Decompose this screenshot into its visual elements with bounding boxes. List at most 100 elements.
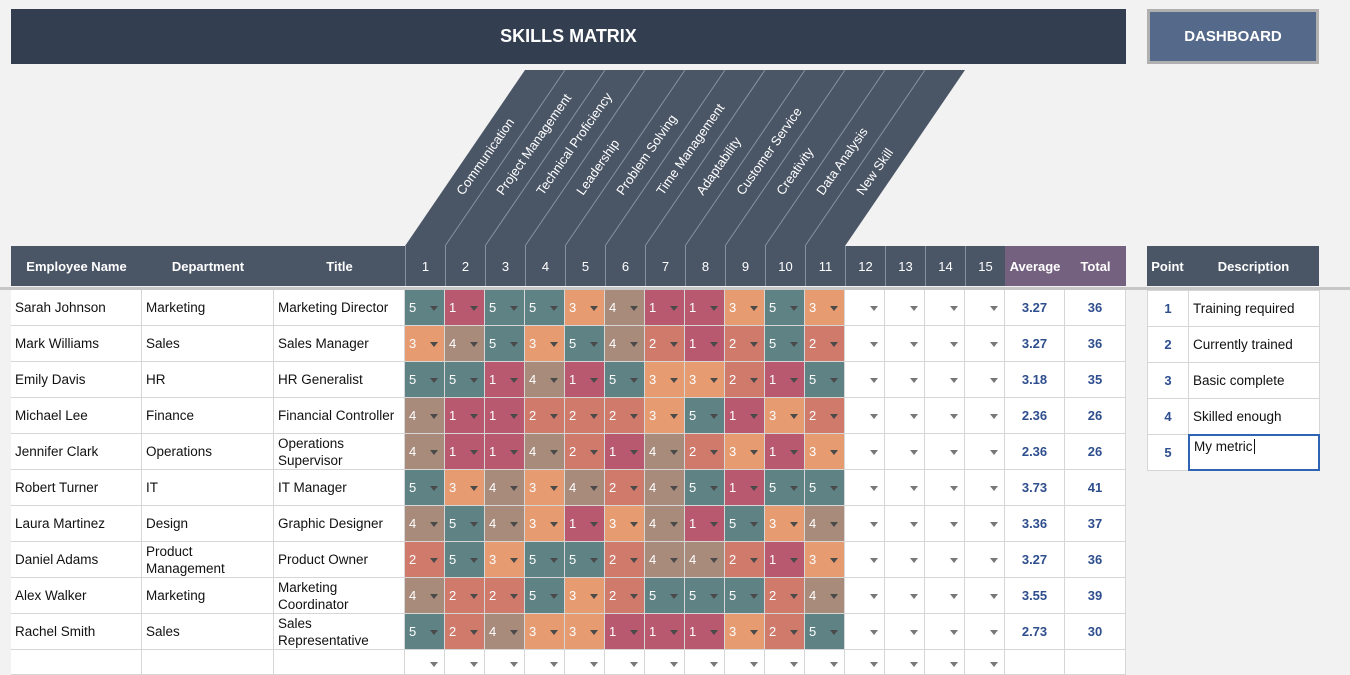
score-dropdown[interactable] <box>965 434 1005 470</box>
chevron-down-icon[interactable] <box>670 377 678 383</box>
score-dropdown[interactable] <box>965 398 1005 434</box>
score-dropdown[interactable]: 4 <box>405 434 445 470</box>
chevron-down-icon[interactable] <box>950 662 958 667</box>
chevron-down-icon[interactable] <box>670 413 678 419</box>
score-dropdown[interactable]: 3 <box>405 326 445 362</box>
score-dropdown[interactable]: 4 <box>485 470 525 506</box>
score-dropdown[interactable] <box>925 434 965 470</box>
chevron-down-icon[interactable] <box>750 557 758 563</box>
chevron-down-icon[interactable] <box>590 485 598 491</box>
score-dropdown[interactable]: 2 <box>805 398 845 434</box>
department-cell[interactable]: Operations <box>142 434 274 470</box>
chevron-down-icon[interactable] <box>670 557 678 563</box>
score-dropdown[interactable]: 4 <box>605 326 645 362</box>
chevron-down-icon[interactable] <box>790 662 798 667</box>
score-dropdown[interactable] <box>845 506 885 542</box>
chevron-down-icon[interactable] <box>470 413 478 419</box>
chevron-down-icon[interactable] <box>590 341 598 347</box>
score-dropdown[interactable]: 3 <box>685 362 725 398</box>
score-dropdown[interactable]: 4 <box>645 542 685 578</box>
chevron-down-icon[interactable] <box>990 449 998 455</box>
score-dropdown[interactable]: 3 <box>805 542 845 578</box>
score-dropdown[interactable] <box>925 398 965 434</box>
score-dropdown[interactable] <box>885 362 925 398</box>
chevron-down-icon[interactable] <box>550 305 558 311</box>
score-dropdown[interactable] <box>885 506 925 542</box>
chevron-down-icon[interactable] <box>870 521 878 527</box>
chevron-down-icon[interactable] <box>990 485 998 491</box>
chevron-down-icon[interactable] <box>990 305 998 311</box>
score-dropdown[interactable] <box>845 290 885 326</box>
chevron-down-icon[interactable] <box>870 305 878 311</box>
score-dropdown[interactable] <box>845 542 885 578</box>
score-dropdown[interactable] <box>525 650 565 675</box>
score-dropdown[interactable]: 2 <box>525 398 565 434</box>
employee-name-cell[interactable] <box>11 650 142 675</box>
score-dropdown[interactable] <box>885 578 925 614</box>
score-dropdown[interactable] <box>965 650 1005 675</box>
score-dropdown[interactable]: 5 <box>485 290 525 326</box>
score-dropdown[interactable]: 4 <box>525 362 565 398</box>
chevron-down-icon[interactable] <box>430 485 438 491</box>
chevron-down-icon[interactable] <box>950 413 958 419</box>
chevron-down-icon[interactable] <box>830 629 838 635</box>
chevron-down-icon[interactable] <box>630 593 638 599</box>
score-dropdown[interactable] <box>885 290 925 326</box>
score-dropdown[interactable]: 2 <box>605 542 645 578</box>
chevron-down-icon[interactable] <box>550 341 558 347</box>
chevron-down-icon[interactable] <box>870 557 878 563</box>
chevron-down-icon[interactable] <box>830 557 838 563</box>
score-dropdown[interactable] <box>965 470 1005 506</box>
chevron-down-icon[interactable] <box>950 557 958 563</box>
score-dropdown[interactable]: 2 <box>765 578 805 614</box>
chevron-down-icon[interactable] <box>550 413 558 419</box>
score-dropdown[interactable]: 5 <box>685 470 725 506</box>
score-dropdown[interactable]: 1 <box>445 434 485 470</box>
chevron-down-icon[interactable] <box>790 485 798 491</box>
chevron-down-icon[interactable] <box>710 485 718 491</box>
chevron-down-icon[interactable] <box>750 485 758 491</box>
score-dropdown[interactable] <box>565 650 605 675</box>
score-dropdown[interactable] <box>965 614 1005 650</box>
score-dropdown[interactable]: 2 <box>605 398 645 434</box>
score-dropdown[interactable]: 2 <box>445 578 485 614</box>
chevron-down-icon[interactable] <box>670 449 678 455</box>
score-dropdown[interactable]: 5 <box>525 290 565 326</box>
score-dropdown[interactable]: 2 <box>805 326 845 362</box>
chevron-down-icon[interactable] <box>470 449 478 455</box>
chevron-down-icon[interactable] <box>990 521 998 527</box>
score-dropdown[interactable]: 5 <box>565 542 605 578</box>
score-dropdown[interactable]: 4 <box>645 506 685 542</box>
score-dropdown[interactable]: 5 <box>765 290 805 326</box>
chevron-down-icon[interactable] <box>590 377 598 383</box>
employee-name-cell[interactable]: Laura Martinez <box>11 506 142 542</box>
chevron-down-icon[interactable] <box>550 629 558 635</box>
score-dropdown[interactable] <box>925 470 965 506</box>
title-cell[interactable]: Sales Manager <box>274 326 405 362</box>
chevron-down-icon[interactable] <box>510 449 518 455</box>
score-dropdown[interactable]: 1 <box>765 434 805 470</box>
score-dropdown[interactable]: 1 <box>645 290 685 326</box>
score-dropdown[interactable]: 2 <box>725 326 765 362</box>
score-dropdown[interactable]: 4 <box>645 470 685 506</box>
score-dropdown[interactable] <box>845 326 885 362</box>
chevron-down-icon[interactable] <box>710 305 718 311</box>
score-dropdown[interactable]: 3 <box>525 614 565 650</box>
score-dropdown[interactable] <box>485 650 525 675</box>
chevron-down-icon[interactable] <box>870 485 878 491</box>
chevron-down-icon[interactable] <box>550 485 558 491</box>
chevron-down-icon[interactable] <box>990 413 998 419</box>
chevron-down-icon[interactable] <box>670 341 678 347</box>
score-dropdown[interactable]: 3 <box>645 398 685 434</box>
score-dropdown[interactable]: 3 <box>805 290 845 326</box>
score-dropdown[interactable]: 2 <box>645 326 685 362</box>
score-dropdown[interactable]: 2 <box>405 542 445 578</box>
chevron-down-icon[interactable] <box>510 485 518 491</box>
title-cell[interactable]: Product Owner <box>274 542 405 578</box>
score-dropdown[interactable]: 1 <box>645 614 685 650</box>
chevron-down-icon[interactable] <box>950 449 958 455</box>
score-dropdown[interactable] <box>445 650 485 675</box>
chevron-down-icon[interactable] <box>750 305 758 311</box>
chevron-down-icon[interactable] <box>750 449 758 455</box>
score-dropdown[interactable] <box>805 650 845 675</box>
